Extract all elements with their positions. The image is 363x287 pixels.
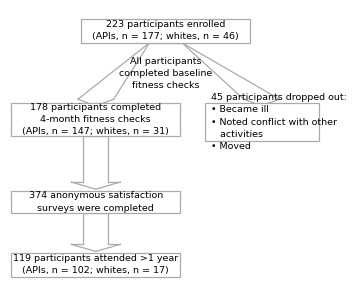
FancyBboxPatch shape <box>11 103 180 136</box>
FancyBboxPatch shape <box>11 253 180 277</box>
FancyBboxPatch shape <box>205 103 318 141</box>
Text: 374 anonymous satisfaction
surveys were completed: 374 anonymous satisfaction surveys were … <box>29 191 163 213</box>
Text: 119 participants attended >1 year
(APIs, n = 102; whites, n = 17): 119 participants attended >1 year (APIs,… <box>13 254 179 276</box>
Text: All participants
completed baseline
fitness checks: All participants completed baseline fitn… <box>119 57 212 90</box>
Text: 45 participants dropped out:
• Became ill
• Noted conflict with other
   activit: 45 participants dropped out: • Became il… <box>211 93 346 151</box>
Text: 223 participants enrolled
(APIs, n = 177; whites, n = 46): 223 participants enrolled (APIs, n = 177… <box>92 20 239 41</box>
FancyBboxPatch shape <box>11 191 180 214</box>
Text: 178 participants completed
4-month fitness checks
(APIs, n = 147; whites, n = 31: 178 participants completed 4-month fitne… <box>23 102 169 136</box>
FancyBboxPatch shape <box>81 19 250 43</box>
